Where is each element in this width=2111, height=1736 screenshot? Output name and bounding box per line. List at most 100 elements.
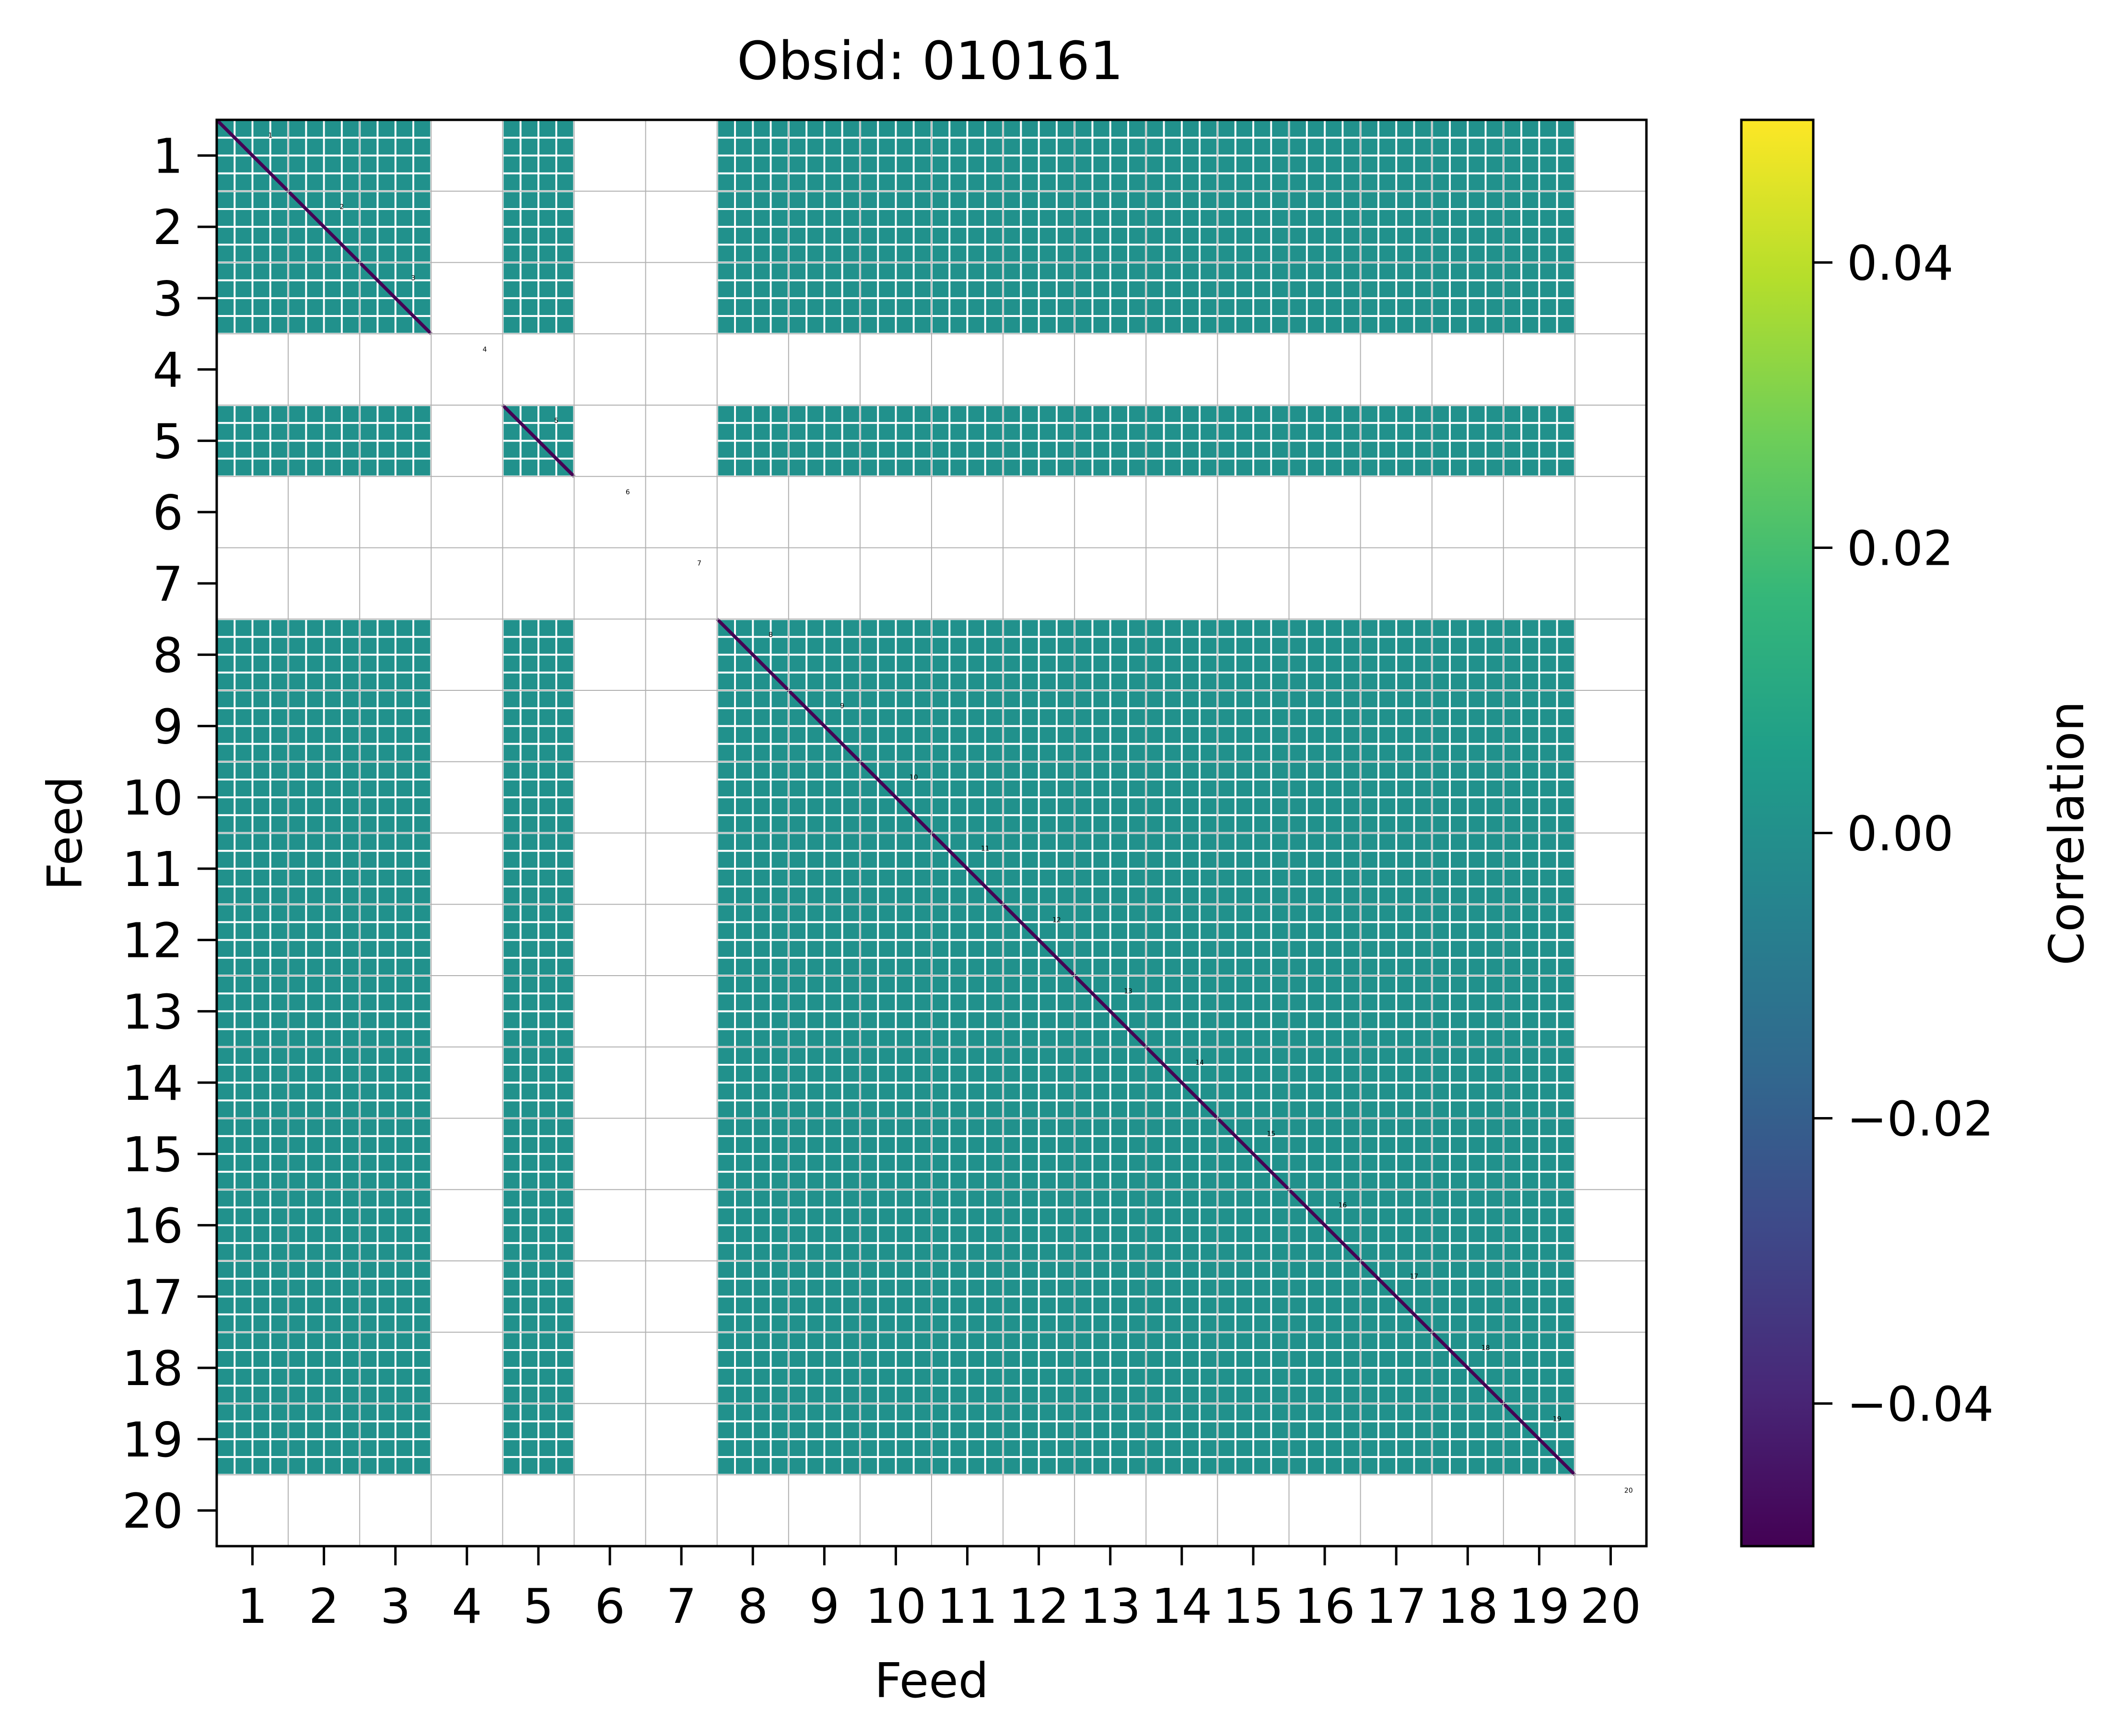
- heatmap-cell-16-14: [1147, 1190, 1217, 1260]
- heatmap-cell-1-5: [503, 121, 573, 190]
- heatmap-cell-2-3: [361, 192, 431, 262]
- heatmap-cell-17-16: [1290, 1262, 1360, 1331]
- grid-lines: [217, 120, 1646, 1546]
- heatmap-cell-19-17: [1361, 1404, 1431, 1474]
- x-tick-label: 20: [1580, 1578, 1641, 1634]
- heatmap-cell-8-16: [1290, 620, 1360, 689]
- y-tick-label: 7: [152, 556, 183, 612]
- heatmap-cell-15-13: [1075, 1119, 1145, 1189]
- heatmap-cell-16-10: [861, 1190, 931, 1260]
- feed-annotation-6: 6: [626, 489, 630, 496]
- y-tick-label: 16: [122, 1198, 183, 1254]
- heatmap-cell-16-3: [361, 1190, 431, 1260]
- y-tick-label: 10: [122, 770, 183, 826]
- heatmap-cell-17-5: [503, 1262, 573, 1331]
- heatmap-cell-17-8: [718, 1262, 788, 1331]
- heatmap-cell-18-17: [1361, 1333, 1431, 1403]
- y-tick-label: 6: [152, 485, 183, 541]
- heatmap-cell-8-9: [789, 620, 859, 689]
- x-tick-label: 11: [937, 1578, 998, 1634]
- heatmap-cell-12-18: [1433, 905, 1503, 975]
- heatmap-cell-14-8: [718, 1048, 788, 1118]
- heatmap-cell-1-2: [289, 121, 359, 190]
- heatmap-cell-8-1: [218, 620, 288, 689]
- heatmap-cell-16-11: [933, 1190, 1003, 1260]
- heatmap-cell-5-15: [1218, 406, 1288, 476]
- heatmap-cell-2-17: [1361, 192, 1431, 262]
- colorbar-tick-label: 0.04: [1847, 235, 1954, 291]
- heatmap-cell-18-5: [503, 1333, 573, 1403]
- heatmap-cell-17-12: [1004, 1262, 1074, 1331]
- heatmap-cell-15-11: [933, 1119, 1003, 1189]
- heatmap-cell-13-9: [789, 977, 859, 1046]
- heatmap-cell-11-8: [718, 834, 788, 904]
- heatmap-cell-19-11: [933, 1404, 1003, 1474]
- heatmap-cell-1-11: [933, 121, 1003, 190]
- feed-annotation-16: 16: [1338, 1201, 1347, 1209]
- heatmap-cell-9-10: [861, 691, 931, 761]
- heatmap-cell-16-2: [289, 1190, 359, 1260]
- diagonal-segment-8: [716, 618, 790, 692]
- heatmap-cell-19-16: [1290, 1404, 1360, 1474]
- heatmap-cell-18-8: [718, 1333, 788, 1403]
- x-axis-label: Feed: [875, 1653, 989, 1709]
- diagonal-segment-9: [787, 689, 862, 763]
- heatmap-cell-12-19: [1504, 905, 1574, 975]
- heatmap-cell-9-12: [1004, 691, 1074, 761]
- diagonal-segment-18: [1431, 1331, 1505, 1405]
- heatmap-cell-16-8: [718, 1190, 788, 1260]
- heatmap-cell-19-5: [503, 1404, 573, 1474]
- heatmap-cell-3-17: [1361, 263, 1431, 333]
- heatmap-cell-2-8: [718, 192, 788, 262]
- heatmap-cell-2-12: [1004, 192, 1074, 262]
- heatmap-cell-14-17: [1361, 1048, 1431, 1118]
- heatmap-cell-11-11: [933, 834, 1003, 904]
- heatmap-cell-18-9: [789, 1333, 859, 1403]
- x-axis: 1 2 3 4 5 6 7 8 9 10 11 12 13 14 15 16 17 18 19 20: [237, 1546, 1641, 1634]
- heatmap-cell-8-15: [1218, 620, 1288, 689]
- diagonal-segment-16: [1288, 1188, 1362, 1262]
- heatmap-cell-5-13: [1075, 406, 1145, 476]
- heatmap-cell-18-12: [1004, 1333, 1074, 1403]
- heatmap-cell-12-9: [789, 905, 859, 975]
- heatmap-cell-8-13: [1075, 620, 1145, 689]
- heatmap-cell-5-1: [218, 406, 288, 476]
- heatmap-cell-12-16: [1290, 905, 1360, 975]
- heatmap-cell-1-17: [1361, 121, 1431, 190]
- heatmap-cell-3-5: [503, 263, 573, 333]
- heatmap-cell-18-15: [1218, 1333, 1288, 1403]
- colorbar-tick-label: 0.02: [1847, 521, 1954, 577]
- heatmap-cell-9-13: [1075, 691, 1145, 761]
- heatmap-cell-9-14: [1147, 691, 1217, 761]
- heatmap-cell-9-5: [503, 691, 573, 761]
- heatmap-cell-14-1: [218, 1048, 288, 1118]
- heatmap-cell-9-17: [1361, 691, 1431, 761]
- x-tick-label: 4: [452, 1578, 482, 1634]
- heatmap-cell-8-2: [289, 620, 359, 689]
- heatmap-cell-15-8: [718, 1119, 788, 1189]
- heatmap-cell-1-18: [1433, 121, 1503, 190]
- heatmap-cell-10-5: [503, 762, 573, 832]
- heatmap-cell-10-15: [1218, 762, 1288, 832]
- heatmap-cell-10-14: [1147, 762, 1217, 832]
- heatmap-cell-3-14: [1147, 263, 1217, 333]
- diagonal-segment-13: [1073, 974, 1147, 1049]
- heatmap-cell-15-1: [218, 1119, 288, 1189]
- heatmap-cell-10-12: [1004, 762, 1074, 832]
- feed-annotation-13: 13: [1124, 988, 1132, 995]
- colorbar-ticks: −0.04 −0.02 0.00 0.02 0.04: [1813, 235, 1994, 1433]
- heatmap-cell-3-11: [933, 263, 1003, 333]
- x-tick-label: 7: [666, 1578, 697, 1634]
- colorbar-tick-label: 0.00: [1847, 806, 1954, 862]
- heatmap-cell-13-13: [1075, 977, 1145, 1046]
- feed-annotation-3: 3: [411, 275, 416, 282]
- x-tick-label: 1: [237, 1578, 268, 1634]
- heatmap-cell-15-18: [1433, 1119, 1503, 1189]
- heatmap-cell-1-15: [1218, 121, 1288, 190]
- heatmap-cell-3-2: [289, 263, 359, 333]
- heatmap-cell-1-19: [1504, 121, 1574, 190]
- heatmap-cell-16-1: [218, 1190, 288, 1260]
- feed-annotation-15: 15: [1267, 1130, 1275, 1138]
- x-tick-label: 15: [1223, 1578, 1283, 1634]
